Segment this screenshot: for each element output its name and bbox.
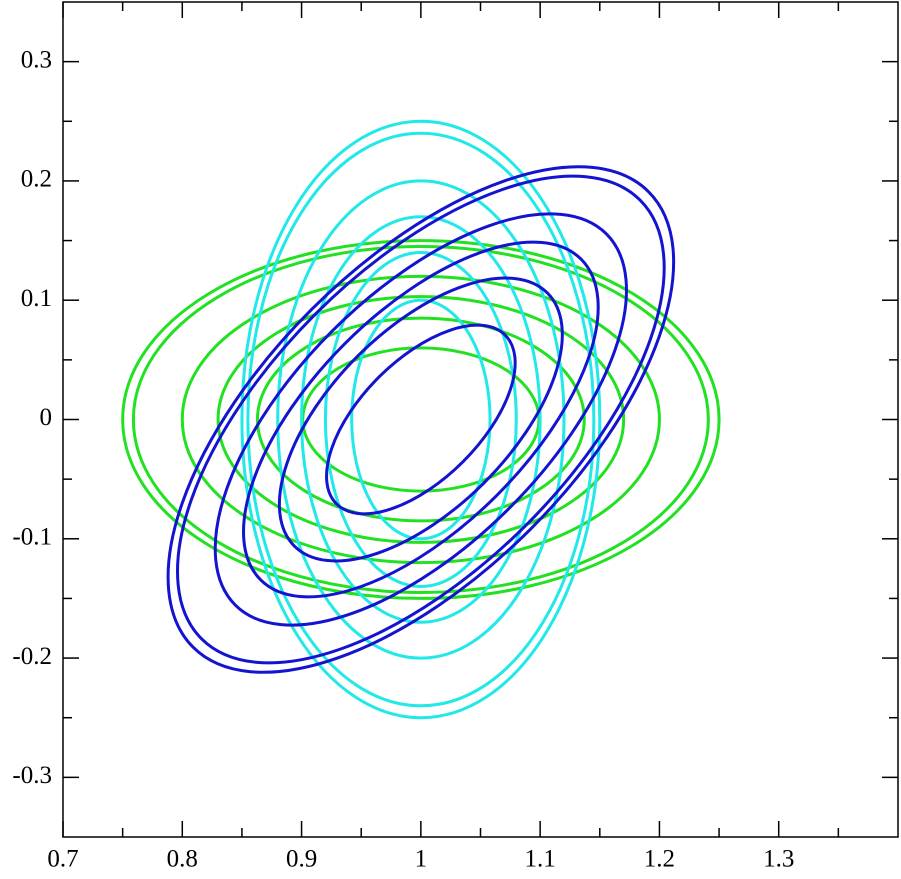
x-tick-label: 1.1 bbox=[525, 846, 556, 873]
x-tick-label: 0.9 bbox=[286, 846, 317, 873]
x-tick-label: 1 bbox=[415, 846, 428, 873]
plot-frame bbox=[62, 1, 899, 838]
y-tick-label: 0.2 bbox=[21, 166, 52, 193]
y-tick-label: 0.1 bbox=[21, 285, 52, 312]
contour-ellipse bbox=[131, 245, 710, 594]
contour-ellipse bbox=[176, 174, 666, 665]
x-tick-label: 1.3 bbox=[763, 846, 794, 873]
contour-ellipse bbox=[213, 212, 628, 627]
contour-ellipse bbox=[121, 239, 721, 600]
y-tick-label: 0.3 bbox=[21, 46, 52, 73]
contour-ellipse bbox=[166, 165, 676, 674]
contour-ellipse bbox=[246, 131, 596, 708]
contour-ellipse bbox=[255, 316, 586, 523]
y-tick-label: -0.2 bbox=[12, 643, 52, 670]
y-tick-label: -0.1 bbox=[12, 524, 52, 551]
contour-ellipse bbox=[350, 298, 492, 541]
contour-ellipse bbox=[323, 251, 518, 588]
contour-ellipse bbox=[216, 295, 626, 544]
contour-ellipse bbox=[180, 274, 661, 565]
y-tick-label: -0.3 bbox=[12, 762, 52, 789]
contour-ellipse bbox=[242, 240, 600, 599]
x-tick-label: 1.2 bbox=[644, 846, 675, 873]
contour-ellipse bbox=[300, 215, 542, 624]
x-tick-label: 0.8 bbox=[167, 846, 198, 873]
contour-ellipse bbox=[301, 346, 541, 493]
y-tick-label: 0 bbox=[40, 404, 53, 431]
contour-ellipse bbox=[277, 276, 564, 563]
x-tick-label: 0.7 bbox=[47, 846, 78, 873]
contour-ellipse bbox=[240, 119, 602, 720]
contour-ellipse bbox=[325, 323, 517, 516]
contour-ellipse bbox=[276, 179, 566, 660]
